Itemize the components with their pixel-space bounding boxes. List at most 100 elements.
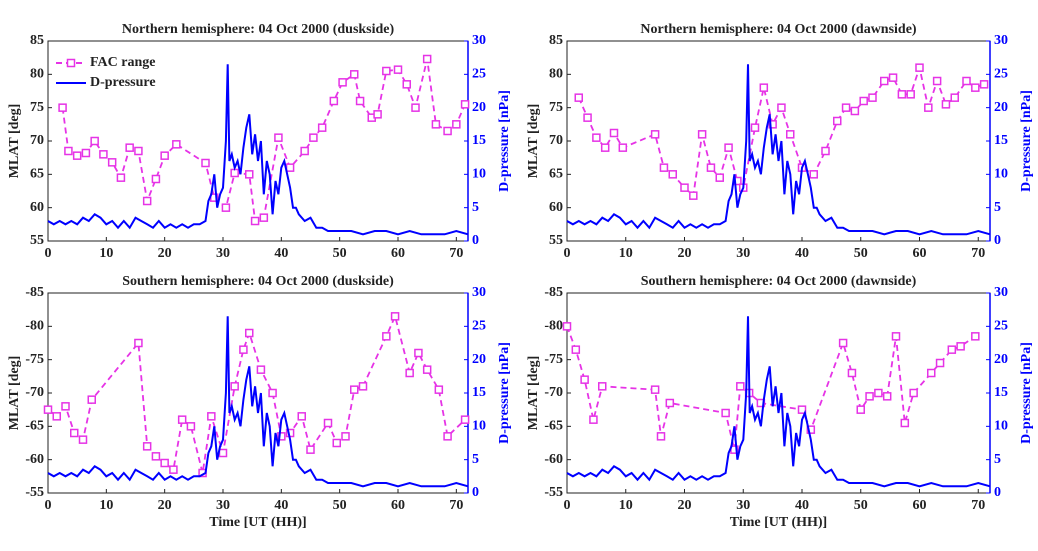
y-tick-label: -55: [544, 485, 563, 500]
point: [72, 151, 82, 160]
x-tick-label: 10: [99, 498, 113, 513]
y2-tick-label: 10: [994, 167, 1008, 182]
y2-tick-label: 15: [472, 133, 486, 148]
x-tick-label: 60: [913, 246, 927, 261]
point: [897, 90, 907, 99]
point: [201, 158, 210, 168]
y2-tick-label: 15: [994, 385, 1008, 400]
y2-tick-label: 5: [472, 200, 479, 215]
point: [221, 203, 231, 212]
point: [373, 110, 382, 119]
y-tick-label: 80: [30, 67, 44, 82]
x-tick-label: 40: [795, 246, 809, 261]
point: [52, 412, 61, 421]
point: [169, 465, 178, 474]
y-tick-label: 55: [549, 233, 563, 248]
x-tick-label: 0: [564, 246, 571, 261]
y2-tick-label: 20: [472, 352, 486, 367]
chart-title: Northern hemisphere: 04 Oct 2000 (dawnsi…: [640, 22, 917, 37]
y2-axis-label: D-pressure [nPa]: [1019, 342, 1034, 444]
point: [962, 76, 971, 86]
point: [297, 412, 306, 421]
point: [956, 342, 965, 351]
point: [230, 382, 239, 391]
point: [650, 130, 660, 139]
point: [847, 368, 857, 378]
y-tick-label: 65: [30, 167, 44, 182]
x-tick-label: 30: [216, 246, 230, 261]
point: [134, 146, 143, 156]
point: [70, 428, 79, 438]
point: [256, 365, 266, 374]
x-axis-label: Time [UT (HH)]: [730, 515, 827, 530]
y2-tick-label: 0: [472, 485, 479, 500]
point: [618, 143, 628, 152]
point: [589, 415, 598, 424]
point: [665, 398, 675, 408]
x-tick-label: 60: [913, 498, 927, 513]
point: [706, 163, 716, 172]
y-tick-label: 70: [30, 133, 44, 148]
y-tick-label: -75: [544, 352, 563, 367]
y2-tick-label: 10: [994, 419, 1008, 434]
plot-frame: [566, 292, 991, 494]
point: [350, 70, 359, 79]
point: [317, 123, 327, 132]
x-tick-label: 30: [736, 498, 750, 513]
x-tick-label: 20: [678, 498, 692, 513]
point: [971, 332, 980, 341]
y-tick-label: 75: [30, 100, 44, 115]
series-line: [566, 64, 991, 236]
point: [941, 100, 951, 109]
y2-tick-label: 5: [472, 452, 479, 467]
legend-marker: [66, 58, 76, 68]
point: [250, 216, 260, 226]
point: [332, 438, 341, 448]
y2-tick-label: 15: [472, 385, 486, 400]
point: [151, 174, 161, 184]
point: [888, 73, 898, 82]
y-tick-label: 60: [549, 200, 563, 215]
point: [797, 405, 807, 414]
point: [900, 418, 910, 428]
x-tick-label: 10: [99, 246, 113, 261]
y2-axis-label: D-pressure [nPa]: [497, 342, 512, 444]
point: [609, 128, 619, 138]
point: [274, 133, 283, 142]
legend-label: FAC range: [90, 55, 155, 70]
point: [924, 103, 933, 112]
y-tick-label: -55: [25, 485, 44, 500]
y-tick-label: 55: [30, 233, 44, 248]
point: [759, 83, 769, 92]
x-tick-label: 20: [158, 246, 172, 261]
y2-tick-label: 25: [994, 67, 1008, 82]
point: [680, 183, 689, 192]
point: [411, 103, 420, 112]
point: [443, 126, 452, 136]
point: [689, 191, 698, 200]
x-tick-label: 10: [619, 246, 633, 261]
point: [935, 358, 945, 368]
point: [414, 348, 423, 358]
point: [99, 150, 108, 159]
y-tick-label: -75: [25, 352, 44, 367]
y2-tick-label: 5: [994, 452, 1001, 467]
point: [402, 80, 411, 89]
point: [736, 382, 745, 391]
x-tick-label: 10: [619, 498, 633, 513]
point: [64, 146, 73, 156]
x-tick-label: 30: [216, 498, 230, 513]
point: [285, 163, 295, 172]
point: [868, 93, 877, 102]
point: [806, 425, 816, 434]
point: [355, 96, 365, 106]
point: [338, 78, 347, 87]
y-axis-label: MLAT [deg]: [7, 356, 22, 431]
y-tick-label: -65: [544, 419, 563, 434]
point: [239, 345, 248, 354]
point: [768, 120, 777, 129]
point: [142, 196, 152, 206]
y-tick-label: -60: [25, 452, 44, 467]
point: [434, 385, 444, 394]
point: [656, 432, 666, 441]
